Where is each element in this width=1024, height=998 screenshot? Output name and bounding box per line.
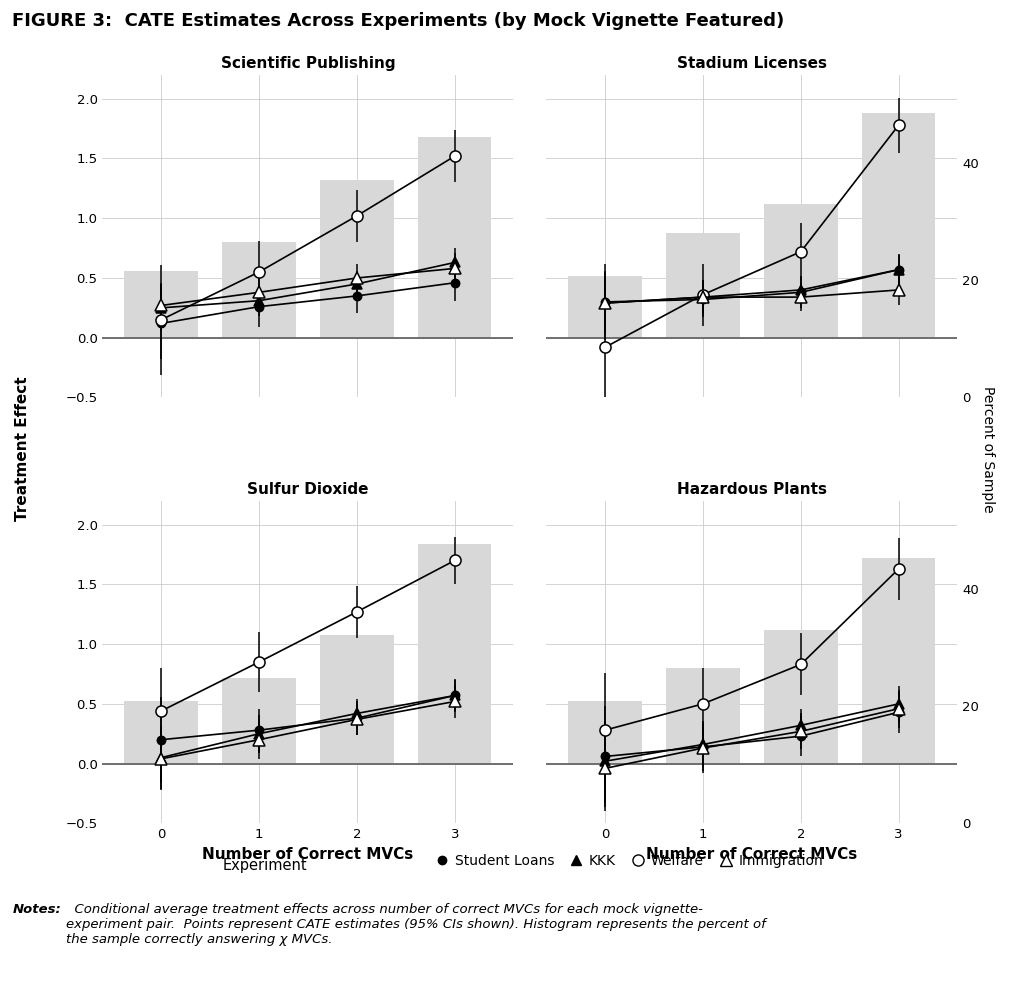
Text: Notes:: Notes: [12, 903, 61, 916]
Bar [764, 204, 838, 337]
Bar [321, 180, 393, 337]
Bar [764, 630, 838, 763]
Bar [667, 668, 739, 763]
Bar [667, 233, 739, 337]
Bar [568, 275, 642, 337]
Bar [222, 678, 296, 763]
Text: Conditional average treatment effects across number of correct MVCs for each moc: Conditional average treatment effects ac… [66, 903, 765, 946]
Bar [862, 558, 935, 763]
Bar [418, 544, 492, 763]
Bar [321, 635, 393, 763]
Legend: Student Loans, KKK, Welfare, Immigration: Student Loans, KKK, Welfare, Immigration [431, 848, 828, 873]
Title: Scientific Publishing: Scientific Publishing [220, 56, 395, 71]
Bar [222, 243, 296, 337]
Bar [125, 702, 198, 763]
Bar [568, 702, 642, 763]
Title: Stadium Licenses: Stadium Licenses [677, 56, 827, 71]
X-axis label: Number of Correct MVCs: Number of Correct MVCs [646, 846, 857, 861]
Title: Sulfur Dioxide: Sulfur Dioxide [247, 482, 369, 497]
Text: Percent of Sample: Percent of Sample [981, 386, 995, 512]
Text: Treatment Effect: Treatment Effect [15, 377, 30, 521]
Text: FIGURE 3:  CATE Estimates Across Experiments (by Mock Vignette Featured): FIGURE 3: CATE Estimates Across Experime… [12, 12, 784, 30]
Text: Experiment: Experiment [222, 857, 307, 873]
Bar [862, 113, 935, 337]
Bar [418, 137, 492, 337]
X-axis label: Number of Correct MVCs: Number of Correct MVCs [203, 846, 414, 861]
Title: Hazardous Plants: Hazardous Plants [677, 482, 827, 497]
Bar [125, 270, 198, 337]
